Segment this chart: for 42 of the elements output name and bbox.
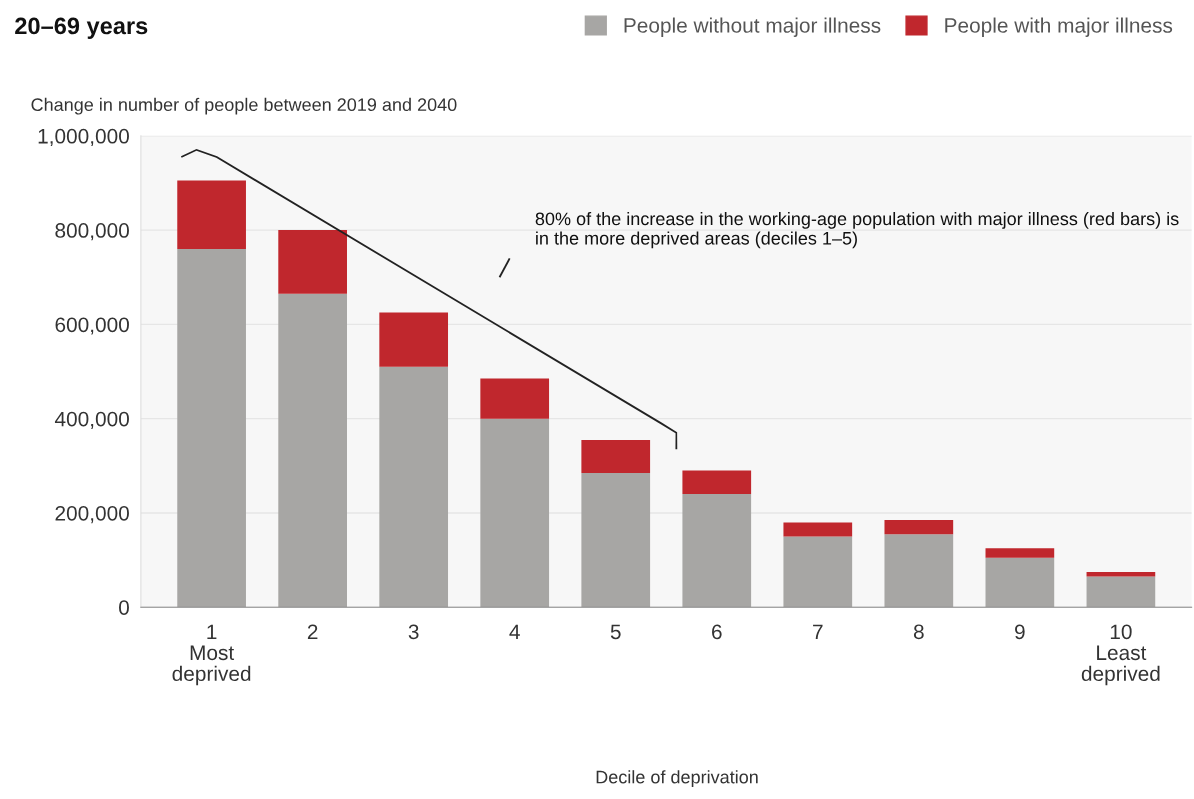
x-tick-label: 5	[610, 624, 621, 640]
x-tick-label: 2	[307, 624, 318, 639]
bar	[379, 312, 449, 367]
x-tick-label: 8	[913, 624, 924, 640]
y-axis-title: Change in number of people between 2019 and 2040	[31, 97, 457, 115]
bar	[1086, 571, 1156, 577]
bar	[884, 520, 954, 535]
bar	[985, 557, 1055, 608]
x-tick-label: 10 Least deprived	[1081, 624, 1160, 686]
x-tick-label: 4	[509, 624, 520, 639]
chart-title: 20–69 years	[15, 17, 148, 39]
x-tick-label: 1 Most deprived	[172, 624, 251, 686]
x-tick-label: 7	[813, 624, 823, 639]
bar	[985, 548, 1055, 558]
x-tick-label: 9	[1015, 624, 1025, 640]
bar	[581, 472, 651, 608]
annotation: 80% of the increase in the working-age population with major illness (red bars) is in the more deprived areas (deciles 1–5)	[535, 211, 1179, 249]
bar	[682, 494, 752, 608]
bar	[177, 180, 246, 249]
legend-label: People with major illness	[945, 17, 1173, 37]
bar	[480, 378, 550, 419]
y-tick-label: 0	[119, 600, 129, 615]
bar	[884, 534, 954, 608]
legend-label: People without major illness	[624, 17, 881, 37]
bar	[177, 248, 246, 608]
bar	[783, 522, 853, 537]
y-tick-label: 1,000,000	[38, 128, 129, 147]
bar	[278, 230, 347, 294]
bar	[278, 293, 347, 608]
y-tick-label: 600,000	[55, 317, 129, 335]
bar	[581, 439, 651, 473]
bar	[379, 366, 449, 608]
bar	[783, 536, 853, 608]
bar	[682, 470, 752, 495]
x-tick-label: 3	[408, 624, 419, 640]
y-tick-label: 800,000	[55, 223, 129, 241]
y-tick-label: 200,000	[55, 505, 129, 524]
y-tick-label: 400,000	[54, 411, 129, 429]
x-axis-title: Decile of deprivation	[596, 770, 758, 788]
x-tick-label: 6	[712, 624, 722, 640]
bar	[1086, 576, 1156, 608]
bar	[480, 418, 550, 608]
